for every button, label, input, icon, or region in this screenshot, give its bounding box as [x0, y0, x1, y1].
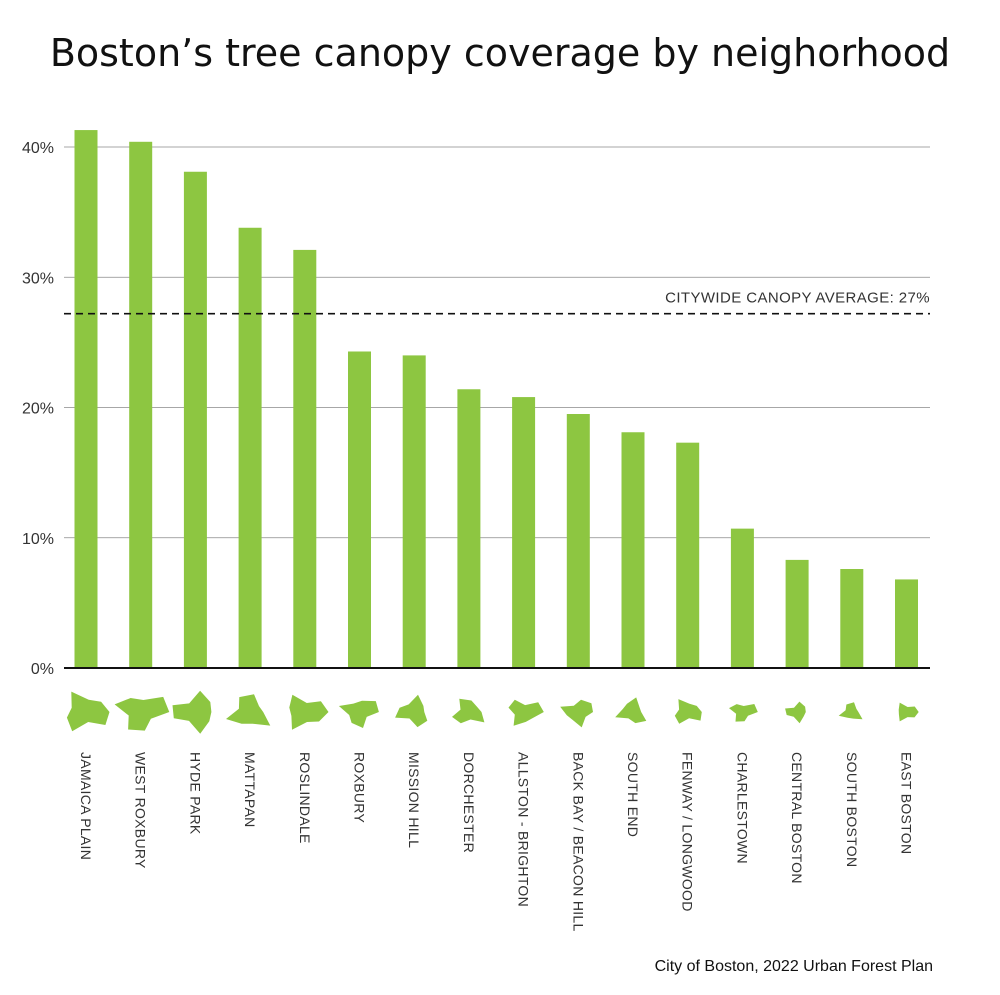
neighborhood-shape-icon	[172, 690, 212, 734]
neighborhood-shape-icon	[674, 699, 702, 724]
neighborhood-shape-icon	[729, 704, 758, 722]
neighborhood-shape-icon	[508, 699, 544, 726]
bar	[457, 389, 481, 668]
bar	[74, 130, 98, 668]
category-label: HYDE PARK	[187, 752, 203, 835]
category-label: SOUTH END	[625, 752, 641, 837]
bar	[348, 351, 371, 668]
neighborhood-shapes	[66, 690, 919, 734]
category-label: EAST BOSTON	[899, 752, 915, 854]
bar	[293, 249, 317, 668]
category-label: ROSLINDALE	[297, 752, 313, 844]
category-label: CHARLESTOWN	[734, 752, 750, 864]
neighborhood-shape-icon	[898, 702, 919, 722]
neighborhood-shape-icon	[838, 702, 863, 720]
neighborhood-shape-icon	[289, 694, 329, 730]
bar	[840, 569, 864, 668]
y-tick-label: 10%	[22, 531, 54, 548]
y-tick-label: 0%	[31, 661, 54, 678]
y-tick-label: 30%	[22, 270, 54, 287]
y-tick-label: 40%	[22, 140, 54, 157]
category-label: ROXBURY	[352, 752, 368, 823]
bar	[621, 432, 645, 668]
category-label: BACK BAY / BEACON HILL	[570, 752, 586, 932]
category-label: WEST ROXBURY	[133, 752, 149, 869]
neighborhood-shape-icon	[395, 694, 428, 728]
gridlines	[64, 146, 930, 539]
y-axis-ticks: 0% 10% 20% 30% 40%	[22, 140, 54, 678]
category-label: JAMAICA PLAIN	[78, 752, 94, 860]
neighborhood-shape-icon	[114, 696, 170, 731]
bar	[730, 528, 754, 668]
chart-title: Boston’s tree canopy coverage by neighor…	[50, 31, 950, 75]
bar	[183, 171, 207, 668]
bar	[238, 227, 262, 668]
source-note: City of Boston, 2022 Urban Forest Plan	[655, 958, 933, 975]
bar	[512, 397, 536, 668]
neighborhood-shape-icon	[452, 698, 485, 724]
category-label: CENTRAL BOSTON	[789, 752, 805, 884]
bars	[74, 130, 918, 669]
neighborhood-shape-icon	[226, 694, 271, 726]
bar	[785, 559, 809, 668]
neighborhood-shape-icon	[66, 691, 110, 732]
bar	[402, 355, 426, 668]
bar	[129, 141, 153, 669]
category-label: MISSION HILL	[406, 752, 422, 848]
category-label: SOUTH BOSTON	[844, 752, 860, 867]
category-label: DORCHESTER	[461, 752, 477, 853]
y-tick-label: 20%	[22, 401, 54, 418]
bar	[895, 579, 918, 668]
neighborhood-shape-icon	[785, 701, 806, 724]
bar	[676, 442, 700, 668]
neighborhood-shape-icon	[615, 697, 647, 724]
neighborhood-shape-icon	[560, 699, 593, 728]
category-label: FENWAY / LONGWOOD	[680, 752, 696, 912]
average-line-label: CITYWIDE CANOPY AVERAGE: 27%	[665, 290, 930, 307]
average-reference-line: CITYWIDE CANOPY AVERAGE: 27%	[64, 290, 930, 315]
bar	[566, 414, 590, 668]
category-label: MATTAPAN	[242, 752, 258, 828]
neighborhood-shape-icon	[338, 700, 379, 728]
category-labels: JAMAICA PLAIN WEST ROXBURY HYDE PARK MATTAP…	[78, 752, 915, 932]
category-label: ALLSTON - BRIGHTON	[516, 752, 532, 907]
